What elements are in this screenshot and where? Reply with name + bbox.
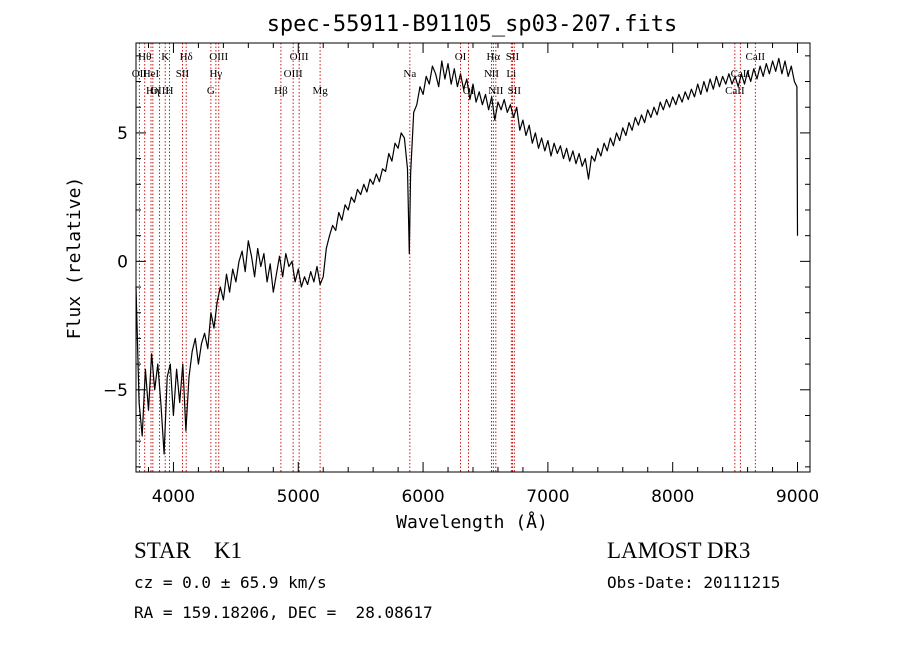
marker-label: OIII [284, 68, 303, 80]
plot-frame [135, 42, 811, 473]
marker-label: CaII [746, 51, 766, 63]
x-axis-label: Wavelength (Å) [396, 511, 548, 533]
marker-label: Hα [486, 51, 500, 63]
obs-date-label: Obs-Date: 20111215 [607, 573, 781, 592]
marker-label: SII [176, 68, 190, 80]
marker-label: SII [506, 51, 520, 63]
marker-label: Hη [146, 85, 160, 97]
marker-label: H [165, 85, 173, 97]
y-tick-label: 5 [117, 124, 128, 144]
tick-label-group: 4000 5000 6000 7000 8000 9000 −5 0 5 [103, 124, 819, 507]
redshift-label: cz = 0.0 ± 65.9 km/s [134, 573, 327, 592]
marker-label: OI [455, 51, 467, 63]
x-tick-label: 4000 [152, 487, 195, 507]
axes-group [135, 42, 811, 473]
marker-label: SII [508, 85, 522, 97]
marker-label: CaII [725, 85, 745, 97]
marker-label: Li [506, 68, 516, 80]
x-tick-label: 7000 [526, 487, 569, 507]
marker-label: Na [403, 68, 416, 80]
marker-label: NII [488, 85, 504, 97]
marker-label: HeI [143, 68, 160, 80]
marker-label: OIII [290, 51, 309, 63]
line-label-group: OIIHθHeIHηOIIIKHSIIHδGHγOIIIHβOIIIOIIIMg… [132, 51, 766, 97]
marker-label: Hβ [274, 85, 288, 97]
marker-label: Hθ [138, 51, 151, 63]
chart-title: spec-55911-B91105_sp03-207.fits [267, 12, 678, 37]
marker-label: NII [484, 68, 500, 80]
y-axis-label: Flux (relative) [64, 177, 85, 340]
y-tick-label: 0 [117, 252, 128, 272]
x-tick-label: 9000 [776, 487, 819, 507]
survey-label: LAMOST DR3 [607, 538, 751, 563]
marker-label: OIII [150, 85, 169, 97]
x-tick-label: 5000 [277, 487, 320, 507]
marker-label: Hγ [209, 68, 222, 80]
marker-label: OIII [209, 51, 228, 63]
spectrum-line [135, 57, 799, 455]
y-tick-label: −5 [103, 381, 128, 401]
spectrum-series-group [135, 57, 799, 455]
x-tick-label: 6000 [401, 487, 444, 507]
marker-label: G [207, 85, 215, 97]
coordinates-label: RA = 159.18206, DEC = 28.08617 [134, 603, 433, 622]
tick-group [136, 43, 810, 472]
marker-label: K [161, 51, 169, 63]
line-marker-group [138, 43, 756, 472]
marker-label: Mg [312, 85, 328, 97]
marker-label: Hδ [180, 51, 193, 63]
x-tick-label: 8000 [651, 487, 694, 507]
object-class-label: STAR K1 [134, 538, 243, 563]
